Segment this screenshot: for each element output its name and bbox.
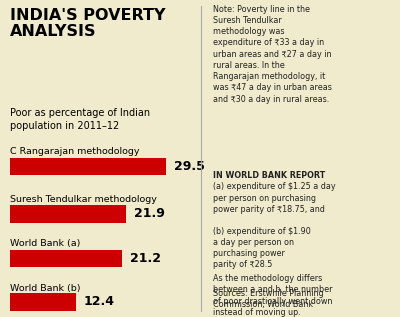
Text: 21.9: 21.9: [134, 207, 165, 221]
Text: As the methodology differs
between a and b, the number
of poor drastically went : As the methodology differs between a and…: [213, 274, 332, 317]
Bar: [10, 293, 76, 311]
Bar: [10, 205, 126, 223]
Text: C Rangarajan methodology: C Rangarajan methodology: [10, 147, 140, 156]
Text: Sources: Erstwhile Planning
Commission, World Bank: Sources: Erstwhile Planning Commission, …: [213, 289, 324, 309]
Text: (a) expenditure of $1.25 a day
per person on purchasing
power parity of ₹18.75, : (a) expenditure of $1.25 a day per perso…: [213, 182, 336, 214]
Text: Poor as percentage of Indian
population in 2011–12: Poor as percentage of Indian population …: [10, 108, 150, 131]
Text: 21.2: 21.2: [130, 252, 161, 265]
Text: (b) expenditure of $1.90
a day per person on
purchasing power
parity of ₹28.5: (b) expenditure of $1.90 a day per perso…: [213, 227, 311, 269]
Text: IN WORLD BANK REPORT: IN WORLD BANK REPORT: [213, 171, 325, 180]
Text: Suresh Tendulkar methodology: Suresh Tendulkar methodology: [10, 195, 157, 204]
Text: World Bank (b): World Bank (b): [10, 284, 80, 293]
Bar: [10, 158, 166, 175]
Text: INDIA'S POVERTY
ANALYSIS: INDIA'S POVERTY ANALYSIS: [10, 8, 166, 39]
Bar: [10, 250, 122, 267]
Text: 29.5: 29.5: [174, 160, 205, 173]
Text: World Bank (a): World Bank (a): [10, 239, 80, 248]
Text: Note: Poverty line in the
Suresh Tendulkar
methodology was
expenditure of ₹33 a : Note: Poverty line in the Suresh Tendulk…: [213, 5, 332, 104]
Text: 12.4: 12.4: [84, 295, 114, 308]
